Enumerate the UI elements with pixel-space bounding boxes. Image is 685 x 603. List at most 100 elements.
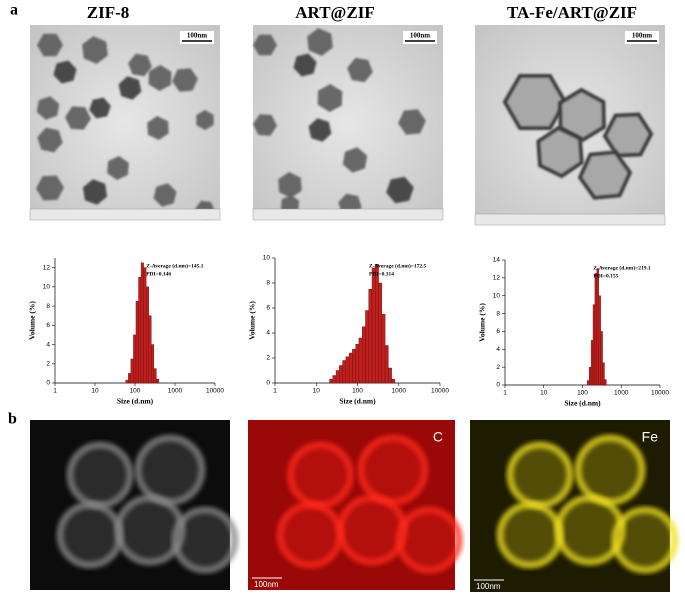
bar [148, 315, 152, 384]
y-tick-label: 8 [266, 280, 270, 287]
particle [37, 33, 63, 57]
bar [128, 373, 132, 384]
particle-fill [558, 498, 622, 562]
info-bar [474, 213, 666, 226]
bar [600, 331, 603, 386]
bar [332, 375, 337, 384]
y-tick-label: 0 [496, 382, 500, 389]
y-tick-label: 6 [46, 322, 50, 329]
particle [502, 74, 568, 130]
column-title: ZIF-8 [87, 3, 130, 22]
tem-image: 100nm [29, 25, 221, 221]
particle-fill [399, 510, 460, 570]
bar [375, 264, 379, 384]
particle [308, 118, 332, 142]
bar [138, 277, 142, 384]
bar [371, 267, 376, 384]
x-tick-label: 10 [91, 388, 99, 395]
annotation: Z-Average (d.nm)=145.1 [146, 262, 204, 269]
particle-fill [500, 505, 560, 565]
x-tick-label: 1000 [168, 388, 183, 395]
bar [143, 267, 147, 384]
particle [53, 60, 77, 84]
x-tick-label: 1 [503, 390, 507, 397]
y-axis-label: Volume (%) [478, 303, 487, 342]
particle-fill [70, 445, 130, 505]
x-tick-label: 100 [577, 390, 588, 397]
y-tick-label: 0 [266, 380, 270, 387]
annotation: PDI=0.146 [146, 271, 171, 277]
particle-fill [615, 510, 675, 570]
histogram: 0 2 4 6 8 10 12 14 1 10 100 1000 10000 Volume (%) Size… [478, 257, 670, 408]
bar [587, 380, 590, 386]
particle [153, 183, 177, 207]
particle [89, 97, 111, 119]
particle-fill [118, 498, 182, 562]
eds-map [30, 420, 239, 590]
x-tick-label: 100 [130, 388, 141, 395]
particle-fill [360, 438, 425, 502]
x-axis-label: Size (d.nm) [339, 397, 376, 406]
bar [381, 314, 386, 384]
x-tick-label: 10000 [431, 388, 449, 395]
y-tick-label: 2 [46, 360, 50, 367]
bar [590, 340, 594, 386]
particle [196, 110, 214, 130]
y-tick-label: 10 [263, 255, 271, 262]
scale-label: 100nm [476, 582, 501, 591]
scale-label: 100nm [410, 32, 430, 40]
info-bar [29, 208, 221, 221]
bar [130, 358, 134, 384]
element-label: Fe [642, 429, 659, 445]
x-tick-label: 10 [313, 388, 321, 395]
particle-fill [280, 505, 341, 565]
particle [118, 76, 142, 100]
particle [342, 147, 368, 173]
particle [558, 87, 606, 143]
particle-fill [290, 445, 351, 505]
particle-fill [510, 445, 570, 505]
bar [156, 378, 160, 384]
y-tick-label: 6 [496, 328, 500, 335]
bar [342, 360, 347, 384]
bar [352, 349, 356, 384]
y-tick-label: 4 [266, 330, 270, 337]
particle [602, 112, 654, 158]
x-axis-label: Size (d.nm) [117, 397, 154, 406]
particle-fill [578, 438, 642, 502]
tem-images: 100nm 100nm 100nm [29, 25, 666, 226]
particle [398, 109, 426, 135]
bar [135, 301, 139, 384]
particle [36, 175, 64, 201]
x-tick-label: 1 [273, 388, 277, 395]
bar [140, 262, 144, 384]
particle-shell [611, 506, 679, 574]
panel-label: b [8, 411, 17, 428]
particle [82, 179, 108, 205]
bar [602, 362, 605, 386]
bar [355, 344, 360, 384]
y-axis-label: Volume (%) [28, 301, 37, 340]
y-tick-label: 8 [46, 303, 50, 310]
eds-map: C 100nm [248, 420, 463, 590]
bar [604, 379, 607, 386]
x-tick-label: 10000 [651, 390, 669, 397]
column-title: ART@ZIF [295, 3, 374, 22]
histogram: 0 2 4 6 8 10 1 10 100 1000 10000 Volume (%) Size (d.… [248, 255, 450, 406]
y-tick-label: 12 [43, 264, 51, 271]
y-tick-label: 12 [493, 275, 501, 282]
bar [125, 379, 129, 384]
y-tick-label: 2 [266, 355, 270, 362]
bar [153, 368, 157, 384]
y-tick-label: 0 [46, 380, 50, 387]
bar [596, 268, 599, 386]
x-tick-label: 10000 [206, 388, 224, 395]
info-bar [252, 208, 444, 221]
panel-label: a [10, 2, 18, 19]
particle [253, 114, 277, 136]
particle [128, 53, 152, 77]
particle [317, 84, 343, 112]
bar [345, 356, 350, 384]
bar [329, 379, 334, 384]
scale-label: 100nm [254, 580, 279, 589]
